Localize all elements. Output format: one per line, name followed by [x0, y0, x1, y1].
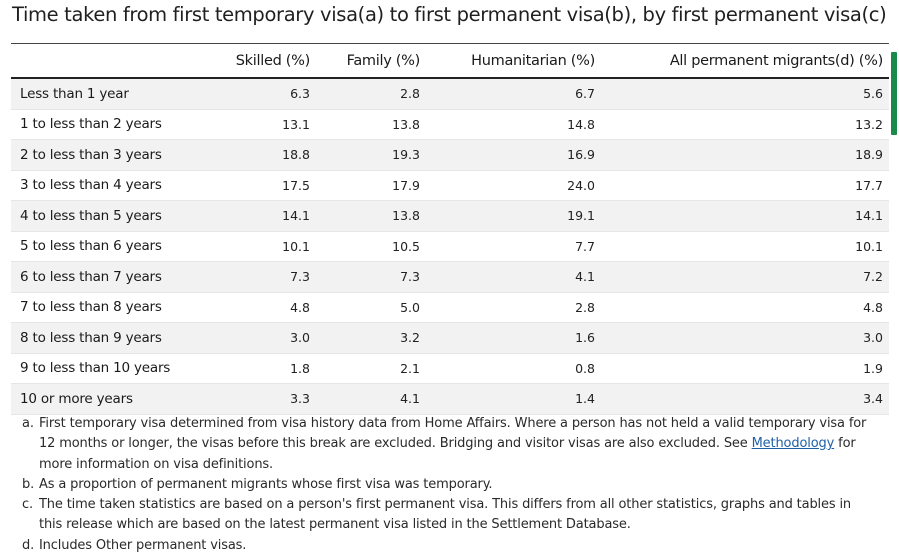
row-label: 8 to less than 9 years	[11, 322, 209, 354]
header-row: Skilled (%) Family (%) Humanitarian (%) …	[11, 43, 889, 79]
cell-skilled: 6.3	[209, 78, 311, 110]
header-skilled: Skilled (%)	[209, 43, 311, 79]
footnote-a: a. First temporary visa determined from …	[22, 414, 872, 475]
cell-skilled: 3.3	[209, 383, 311, 415]
cell-all: 14.1	[596, 200, 889, 232]
cell-humanitarian: 6.7	[420, 78, 596, 110]
cell-family: 13.8	[311, 200, 420, 232]
cell-humanitarian: 4.1	[420, 261, 596, 293]
cell-all: 13.2	[596, 109, 889, 140]
data-table: Skilled (%) Family (%) Humanitarian (%) …	[11, 43, 889, 415]
footnote-key: d.	[22, 537, 35, 553]
table-row: 2 to less than 3 years 18.8 19.3 16.9 18…	[11, 139, 889, 171]
footnote-key: a.	[22, 416, 34, 431]
cell-skilled: 13.1	[209, 109, 311, 140]
row-label: 9 to less than 10 years	[11, 353, 209, 384]
cell-family: 7.3	[311, 261, 420, 293]
cell-family: 17.9	[311, 170, 420, 201]
cell-all: 1.9	[596, 353, 889, 384]
row-label: 1 to less than 2 years	[11, 109, 209, 140]
row-label: 3 to less than 4 years	[11, 170, 209, 201]
footnote-text-after-link: for more information on visa definitions…	[39, 436, 856, 472]
cell-all: 3.4	[596, 383, 889, 415]
header-family: Family (%)	[311, 43, 420, 79]
header-row-label	[11, 43, 209, 79]
cell-skilled: 3.0	[209, 322, 311, 354]
cell-family: 2.8	[311, 78, 420, 110]
cell-all: 17.7	[596, 170, 889, 201]
footnote-b: b. As a proportion of permanent migrants…	[22, 475, 872, 495]
table-row: 7 to less than 8 years 4.8 5.0 2.8 4.8	[11, 292, 889, 323]
cell-family: 19.3	[311, 139, 420, 171]
table-row: 10 or more years 3.3 4.1 1.4 3.4	[11, 383, 889, 415]
cell-all: 7.2	[596, 261, 889, 293]
cell-all: 5.6	[596, 78, 889, 110]
cell-skilled: 4.8	[209, 292, 311, 323]
cell-skilled: 18.8	[209, 139, 311, 171]
cell-skilled: 14.1	[209, 200, 311, 232]
footnote-text: As a proportion of permanent migrants wh…	[39, 476, 493, 492]
table-row: 4 to less than 5 years 14.1 13.8 19.1 14…	[11, 200, 889, 232]
footnotes: a. First temporary visa determined from …	[22, 414, 872, 556]
cell-humanitarian: 2.8	[420, 292, 596, 323]
table-row: 9 to less than 10 years 1.8 2.1 0.8 1.9	[11, 353, 889, 384]
page-title: Time taken from first temporary visa(a) …	[12, 3, 887, 26]
row-label: 6 to less than 7 years	[11, 261, 209, 293]
cell-skilled: 7.3	[209, 261, 311, 293]
cell-humanitarian: 1.6	[420, 322, 596, 354]
cell-humanitarian: 7.7	[420, 231, 596, 262]
cell-family: 10.5	[311, 231, 420, 262]
footnote-c: c. The time taken statistics are based o…	[22, 495, 872, 536]
cell-skilled: 17.5	[209, 170, 311, 201]
row-label: 2 to less than 3 years	[11, 139, 209, 171]
cell-family: 5.0	[311, 292, 420, 323]
cell-all: 10.1	[596, 231, 889, 262]
table-row: 6 to less than 7 years 7.3 7.3 4.1 7.2	[11, 261, 889, 293]
cell-all: 18.9	[596, 139, 889, 171]
cell-humanitarian: 16.9	[420, 139, 596, 171]
footnote-d: d. Includes Other permanent visas.	[22, 536, 872, 556]
row-label: 5 to less than 6 years	[11, 231, 209, 262]
cell-family: 2.1	[311, 353, 420, 384]
footnote-text: First temporary visa determined from vis…	[39, 414, 872, 475]
cell-skilled: 10.1	[209, 231, 311, 262]
table-row: 5 to less than 6 years 10.1 10.5 7.7 10.…	[11, 231, 889, 262]
table-row: 3 to less than 4 years 17.5 17.9 24.0 17…	[11, 170, 889, 201]
cell-humanitarian: 0.8	[420, 353, 596, 384]
row-label: Less than 1 year	[11, 78, 209, 110]
cell-all: 3.0	[596, 322, 889, 354]
cell-all: 4.8	[596, 292, 889, 323]
methodology-link[interactable]: Methodology	[751, 436, 835, 452]
cell-humanitarian: 19.1	[420, 200, 596, 232]
row-label: 10 or more years	[11, 383, 209, 415]
footnote-text-before-link: First temporary visa determined from vis…	[39, 416, 867, 452]
cell-family: 3.2	[311, 322, 420, 354]
cell-humanitarian: 24.0	[420, 170, 596, 201]
cell-skilled: 1.8	[209, 353, 311, 384]
cell-family: 13.8	[311, 109, 420, 140]
footnote-key: c.	[22, 497, 33, 513]
header-all-permanent-migrants: All permanent migrants(d) (%)	[596, 43, 889, 79]
row-label: 7 to less than 8 years	[11, 292, 209, 323]
scroll-indicator[interactable]	[891, 52, 897, 135]
cell-humanitarian: 1.4	[420, 383, 596, 415]
table-row: 8 to less than 9 years 3.0 3.2 1.6 3.0	[11, 322, 889, 354]
table-body: Less than 1 year 6.3 2.8 6.7 5.6 1 to le…	[11, 78, 889, 415]
footnote-text: The time taken statistics are based on a…	[39, 497, 852, 533]
row-label: 4 to less than 5 years	[11, 200, 209, 232]
table-header: Skilled (%) Family (%) Humanitarian (%) …	[11, 43, 889, 79]
footnote-key: b.	[22, 476, 35, 492]
table-row: Less than 1 year 6.3 2.8 6.7 5.6	[11, 78, 889, 110]
header-humanitarian: Humanitarian (%)	[420, 43, 596, 79]
cell-humanitarian: 14.8	[420, 109, 596, 140]
table-row: 1 to less than 2 years 13.1 13.8 14.8 13…	[11, 109, 889, 140]
cell-family: 4.1	[311, 383, 420, 415]
data-table-container: Skilled (%) Family (%) Humanitarian (%) …	[11, 43, 889, 415]
footnote-text: Includes Other permanent visas.	[39, 537, 247, 553]
